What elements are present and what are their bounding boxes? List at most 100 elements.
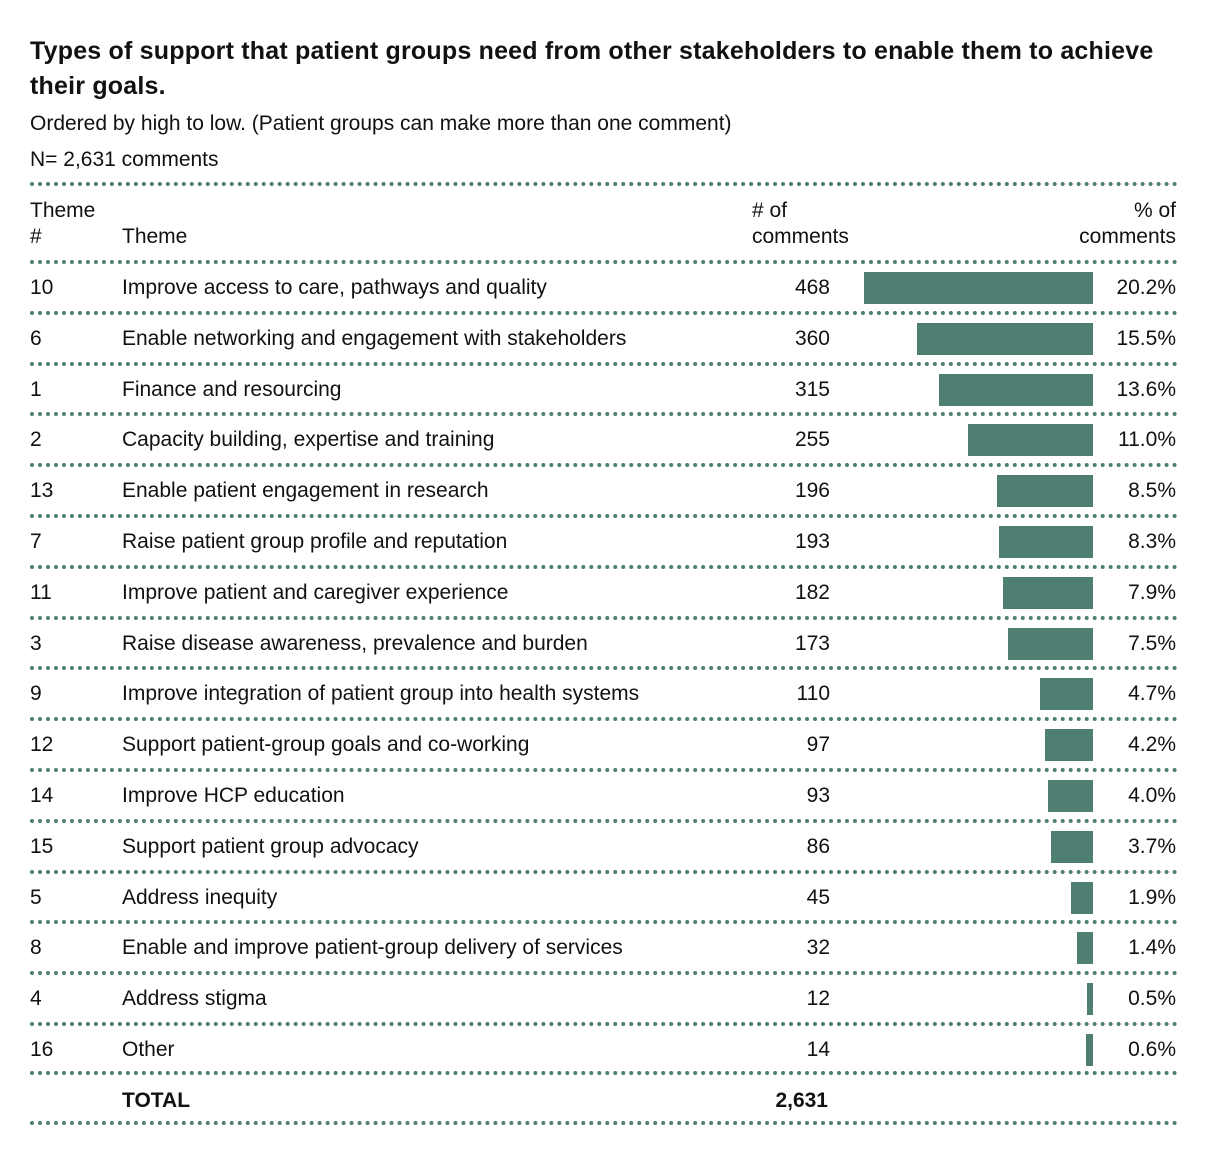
theme-number: 14 [30,784,54,807]
comment-count: 468 [794,276,830,299]
percent-label: 1.9% [1128,885,1176,909]
percent-label: 8.3% [1128,530,1176,553]
row-divider [30,768,1178,772]
comment-count: 182 [794,580,830,604]
bar [1087,983,1093,1016]
table-row: 13 Enable patient engagement in research 1… [0,466,1219,516]
row-divider [30,717,1178,722]
theme-label: Capacity building, expertise and trainin… [122,428,495,452]
header-pct-line2: comments [1079,225,1176,248]
table-row: 15 Support patient group advocacy 86 3.7% [0,822,1219,872]
theme-number: 5 [30,885,42,909]
theme-label: Raise patient group profile and reputati… [122,530,508,553]
header-count-line2: comments [752,225,849,248]
theme-number: 16 [30,1038,54,1061]
row-divider [30,310,1178,315]
theme-number: 1 [30,377,42,401]
percent-label: 4.2% [1128,733,1176,757]
comment-count: 110 [796,682,830,706]
table-row: 1 Finance and resourcing 315 13.6% [0,365,1219,415]
comment-count: 196 [794,479,830,503]
percent-label: 1.4% [1128,936,1176,960]
theme-label: Support patient-group goals and co-worki… [122,733,530,757]
theme-label: Finance and resourcing [122,377,342,401]
theme-label: Improve access to care, pathways and qua… [122,276,547,299]
comment-count: 45 [806,885,830,909]
theme-number: 13 [30,479,54,503]
percent-label: 7.9% [1128,580,1176,604]
bar [864,272,1093,304]
comment-count: 93 [806,784,830,807]
bar [998,526,1093,558]
comment-count: 255 [794,428,830,452]
theme-number: 6 [30,326,42,350]
row-divider [30,361,1178,366]
percent-label: 8.5% [1128,479,1176,503]
row-divider [30,412,1178,417]
comment-count: 86 [806,834,830,858]
table-row: 16 Other 14 0.6% [0,1025,1219,1075]
comment-count: 360 [794,326,830,350]
percent-label: 11.0% [1118,428,1176,452]
percent-label: 4.7% [1128,682,1176,706]
row-divider [30,1022,1178,1026]
chart-subtitle: Ordered by high to low. (Patient groups … [30,112,732,135]
header-count-line1: # of [752,199,788,222]
theme-number: 7 [30,530,42,553]
theme-number: 4 [30,987,42,1011]
table-row: 4 Address stigma 12 0.5% [0,974,1219,1024]
row-divider [30,564,1178,569]
percent-label: 7.5% [1128,631,1176,655]
theme-label: Improve integration of patient group int… [122,682,640,706]
row-divider [30,920,1178,925]
theme-label: Raise disease awareness, prevalence and … [122,631,588,655]
percent-label: 0.5% [1128,987,1176,1011]
theme-number: 11 [30,580,52,604]
total-label: TOTAL [122,1089,191,1112]
percent-label: 13.6% [1116,377,1176,401]
header-theme-num-line1: Theme [30,199,96,222]
percent-label: 0.6% [1128,1038,1176,1061]
divider-bottom [30,1121,1178,1125]
table-row: 5 Address inequity 45 1.9% [0,873,1219,923]
table-row: 12 Support patient-group goals and co-wor… [0,720,1219,770]
table-row: 8 Enable and improve patient-group delive… [0,923,1219,973]
comment-count: 97 [806,733,830,757]
theme-number: 3 [30,631,42,655]
comment-count: 315 [794,377,830,401]
row-divider [30,971,1178,976]
bar [1086,1034,1093,1066]
bar [1077,932,1093,965]
divider-top [30,182,1178,186]
theme-number: 8 [30,936,42,960]
theme-label: Improve patient and caregiver experience [122,580,509,604]
comment-count: 14 [806,1038,830,1061]
table-row: 11 Improve patient and caregiver experien… [0,568,1219,618]
bar [1051,830,1093,863]
chart-title: Types of support that patient groups nee… [30,37,1154,100]
divider-header [30,260,1178,264]
theme-number: 15 [30,834,54,858]
table-row: 3 Raise disease awareness, prevalence and… [0,619,1219,669]
row-divider [30,615,1178,620]
theme-label: Enable networking and engagement with st… [122,326,627,350]
theme-label: Address inequity [122,885,278,909]
bar [1071,881,1093,914]
row-divider [30,666,1178,671]
percent-label: 4.0% [1128,784,1176,807]
bar [917,322,1093,355]
theme-label: Enable and improve patient-group deliver… [122,936,623,960]
theme-number: 10 [30,276,54,299]
total-value: 2,631 [775,1089,828,1112]
table-row: 10 Improve access to care, pathways and q… [0,263,1219,313]
table-row: 14 Improve HCP education 93 4.0% [0,771,1219,821]
divider-before-total [30,1071,1178,1075]
theme-number: 12 [30,733,54,757]
bar [1045,729,1093,762]
table-row: 6 Enable networking and engagement with s… [0,314,1219,364]
header-pct-line1: % of [1133,199,1176,222]
theme-number: 2 [30,428,42,452]
row-divider [30,869,1178,874]
row-divider [30,514,1178,518]
percent-label: 15.5% [1116,326,1176,350]
